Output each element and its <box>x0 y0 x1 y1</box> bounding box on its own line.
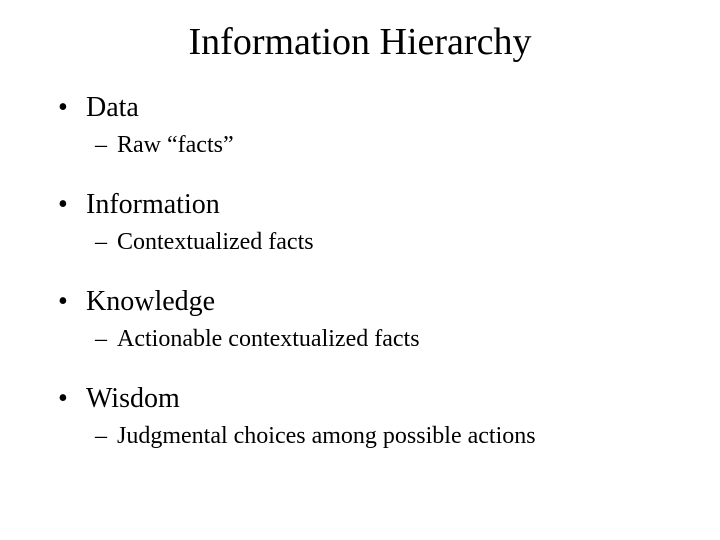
bullet-icon: • <box>58 383 86 415</box>
slide-title: Information Hierarchy <box>40 20 680 64</box>
bullet-icon: • <box>58 286 86 318</box>
list-item: •Knowledge <box>40 286 680 318</box>
dash-icon: – <box>95 326 117 353</box>
subitem-label: Actionable contextualized facts <box>117 326 420 352</box>
list-subitem: –Actionable contextualized facts <box>40 326 680 353</box>
bullet-icon: • <box>58 92 86 124</box>
item-label: Wisdom <box>86 383 180 414</box>
dash-icon: – <box>95 423 117 450</box>
item-label: Information <box>86 189 220 220</box>
subitem-label: Raw “facts” <box>117 132 234 158</box>
list-item: •Data <box>40 92 680 124</box>
list-item: •Information <box>40 189 680 221</box>
item-label: Data <box>86 92 139 123</box>
list-subitem: –Contextualized facts <box>40 229 680 256</box>
subitem-label: Judgmental choices among possible action… <box>117 423 536 449</box>
list-subitem: –Judgmental choices among possible actio… <box>40 423 680 450</box>
item-label: Knowledge <box>86 286 215 317</box>
list-item: •Wisdom <box>40 383 680 415</box>
subitem-label: Contextualized facts <box>117 229 314 255</box>
dash-icon: – <box>95 132 117 159</box>
dash-icon: – <box>95 229 117 256</box>
bullet-icon: • <box>58 189 86 221</box>
list-subitem: –Raw “facts” <box>40 132 680 159</box>
